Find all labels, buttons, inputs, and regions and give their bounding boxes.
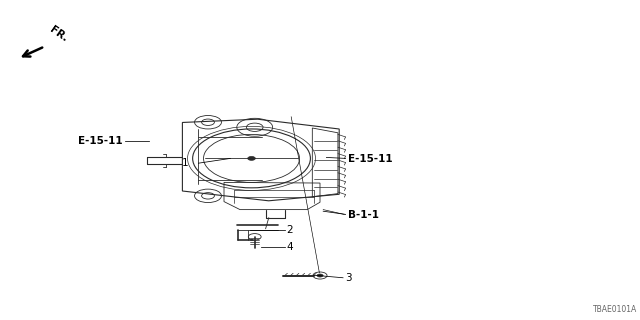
Text: 3: 3 [346, 273, 352, 284]
Text: TBAE0101A: TBAE0101A [593, 305, 637, 314]
Circle shape [317, 274, 323, 277]
Circle shape [248, 156, 255, 160]
Text: 2: 2 [287, 225, 293, 235]
Text: E-15-11: E-15-11 [348, 154, 393, 164]
Text: E-15-11: E-15-11 [78, 136, 123, 147]
Text: 1: 1 [182, 158, 189, 168]
Text: 4: 4 [287, 242, 293, 252]
Text: B-1-1: B-1-1 [348, 210, 379, 220]
Text: FR.: FR. [48, 25, 70, 44]
